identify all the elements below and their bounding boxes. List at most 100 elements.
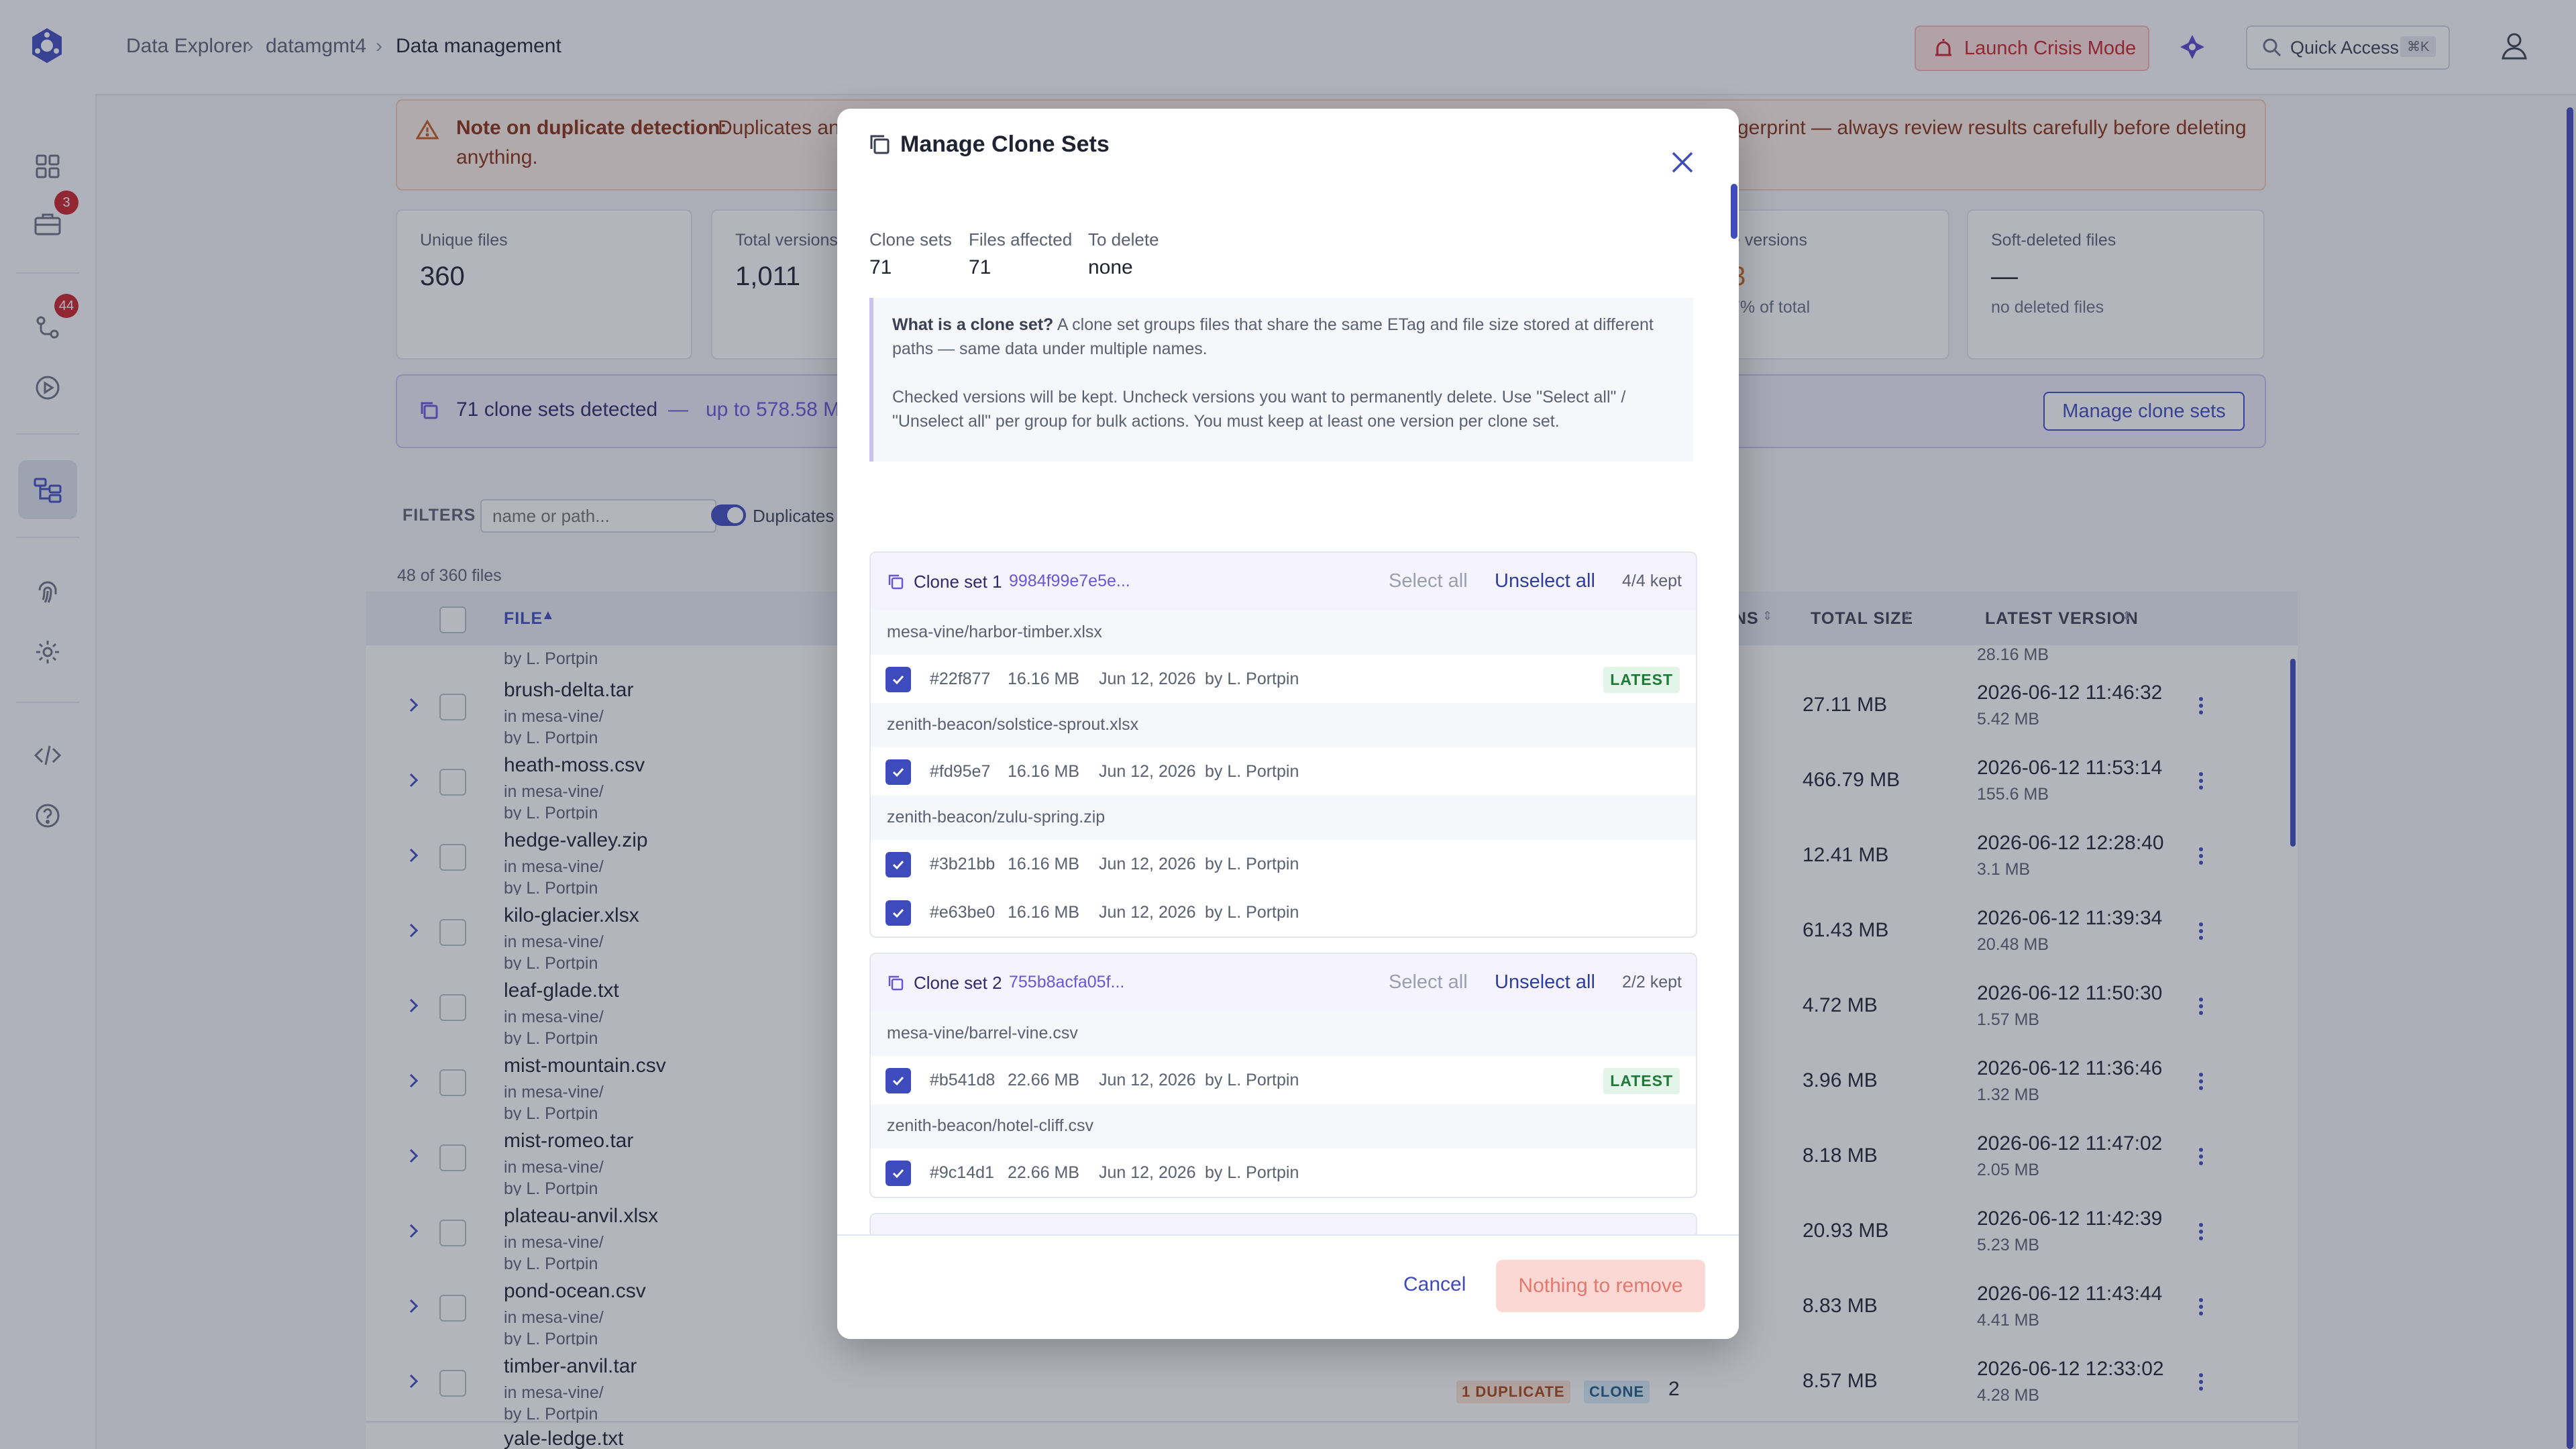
duplicates-toggle-label: Duplicates [753, 506, 835, 526]
table-scrollbar[interactable] [2290, 659, 2296, 847]
row-latest-date: 2026-06-12 11:43:44 [1977, 1283, 2163, 1305]
alarm-icon [1933, 39, 1953, 58]
app-logo-icon[interactable] [27, 25, 67, 66]
row-file-name[interactable]: mist-mountain.csv [504, 1055, 666, 1077]
expand-chevron-icon[interactable] [406, 996, 422, 1016]
table-row[interactable]: timber-anvil.tar in mesa-vine/by L. Portp… [366, 1346, 2298, 1424]
copy-icon [887, 974, 904, 991]
sidebar-item-data-management[interactable] [18, 460, 77, 519]
sidebar-item-settings[interactable] [18, 623, 77, 682]
keep-version-checkbox[interactable] [885, 1068, 911, 1093]
unselect-all-button[interactable]: Unselect all [1495, 971, 1595, 993]
row-file-name[interactable]: brush-delta.tar [504, 679, 634, 701]
sidebar-item-runs[interactable] [18, 358, 77, 417]
version-date: Jun 12, 2026 [1099, 1163, 1196, 1182]
row-file-name[interactable]: leaf-glade.txt [504, 979, 619, 1002]
expand-chevron-icon[interactable] [406, 1071, 422, 1091]
keep-version-checkbox[interactable] [885, 1161, 911, 1186]
expand-chevron-icon[interactable] [406, 1371, 422, 1391]
row-location: in mesa-vine/ [504, 1083, 604, 1102]
sidebar-item-dashboard[interactable] [18, 137, 77, 196]
clone-set-title: Clone set 2 [914, 973, 1002, 993]
row-latest-date: 2026-06-12 11:39:34 [1977, 907, 2163, 929]
more-options-icon[interactable] [2197, 844, 2205, 868]
quick-access-button[interactable]: Quick Access ⌘K [2246, 25, 2450, 70]
shortcut-hint: ⌘K [2400, 36, 2436, 57]
keep-version-checkbox[interactable] [885, 667, 911, 692]
row-location: in mesa-vine/ [504, 707, 604, 726]
row-checkbox[interactable] [439, 919, 466, 946]
row-file-name[interactable]: pond-ocean.csv [504, 1280, 646, 1302]
dialog-scrollbar[interactable] [1731, 184, 1737, 239]
row-file-name[interactable]: kilo-glacier.xlsx [504, 904, 639, 926]
row-checkbox[interactable] [439, 694, 466, 720]
launch-crisis-mode-button[interactable]: Launch Crisis Mode [1915, 25, 2149, 71]
keep-version-checkbox[interactable] [885, 900, 911, 926]
version-id: #b541d8 [930, 1071, 996, 1089]
expand-chevron-icon[interactable] [406, 1146, 422, 1166]
select-all-button[interactable]: Select all [1389, 971, 1468, 993]
unselect-all-button[interactable]: Unselect all [1495, 570, 1595, 592]
row-file-name[interactable]: timber-anvil.tar [504, 1355, 637, 1377]
column-latest-version[interactable]: LATEST VERSION [1985, 609, 2139, 628]
remove-button[interactable]: Nothing to remove [1496, 1260, 1705, 1312]
cancel-button[interactable]: Cancel [1403, 1273, 1466, 1295]
sidebar-item-workflows[interactable]: 44 [18, 294, 78, 357]
more-options-icon[interactable] [2197, 694, 2205, 718]
more-options-icon[interactable] [2197, 994, 2205, 1018]
row-checkbox[interactable] [439, 994, 466, 1021]
row-file-name[interactable]: hedge-valley.zip [504, 829, 648, 851]
row-file-name[interactable]: plateau-anvil.xlsx [504, 1205, 659, 1227]
page-scrollbar[interactable] [2567, 107, 2573, 1449]
help-icon [34, 802, 61, 829]
duplicates-toggle[interactable] [711, 504, 746, 526]
expand-chevron-icon[interactable] [406, 1221, 422, 1241]
expand-chevron-icon[interactable] [406, 845, 422, 865]
sidebar-item-jobs[interactable]: 3 [18, 191, 78, 254]
more-options-icon[interactable] [2197, 1370, 2205, 1394]
filter-search-input[interactable] [480, 499, 716, 533]
row-file-name[interactable]: heath-moss.csv [504, 754, 645, 776]
expand-chevron-icon[interactable] [406, 920, 422, 941]
topbar: Data Explorer › datamgmt4 › Data managem… [95, 0, 2576, 95]
row-checkbox[interactable] [439, 1220, 466, 1246]
row-version-size: 155.6 MB [1977, 785, 2049, 804]
more-options-icon[interactable] [2197, 919, 2205, 943]
sidebar-item-api[interactable] [18, 726, 77, 785]
more-options-icon[interactable] [2197, 1069, 2205, 1093]
row-by: by L. Portpin [504, 954, 598, 973]
column-total-size[interactable]: TOTAL SIZE [1811, 609, 1914, 628]
row-checkbox[interactable] [439, 844, 466, 871]
expand-chevron-icon[interactable] [406, 1296, 422, 1316]
row-checkbox[interactable] [439, 769, 466, 796]
row-checkbox[interactable] [439, 1295, 466, 1322]
stat-to-delete-value: none [1088, 256, 1133, 278]
column-file[interactable]: FILE [504, 609, 543, 628]
expand-chevron-icon[interactable] [406, 770, 422, 790]
select-all-button[interactable]: Select all [1389, 570, 1468, 592]
row-file-name[interactable]: mist-romeo.tar [504, 1130, 634, 1152]
manage-clone-sets-button[interactable]: Manage clone sets [2043, 392, 2245, 431]
keep-version-checkbox[interactable] [885, 759, 911, 785]
row-checkbox[interactable] [439, 1069, 466, 1096]
user-profile-icon[interactable] [2500, 31, 2529, 60]
assistant-icon[interactable] [2178, 32, 2207, 62]
close-icon[interactable] [1669, 149, 1696, 176]
row-checkbox[interactable] [439, 1144, 466, 1171]
row-checkbox[interactable] [439, 1370, 466, 1397]
search-icon [2262, 38, 2282, 58]
expand-chevron-icon[interactable] [406, 695, 422, 715]
more-options-icon[interactable] [2197, 1220, 2205, 1244]
version-id: #fd95e7 [930, 762, 991, 781]
select-all-checkbox[interactable] [439, 606, 466, 633]
clone-path: zenith-beacon/solstice-sprout.xlsx [887, 715, 1139, 734]
breadcrumb-datamgmt4[interactable]: datamgmt4 [266, 35, 367, 57]
sidebar-item-fingerprint[interactable] [18, 564, 77, 623]
more-options-icon[interactable] [2197, 1295, 2205, 1319]
more-options-icon[interactable] [2197, 769, 2205, 793]
keep-version-checkbox[interactable] [885, 852, 911, 877]
more-options-icon[interactable] [2197, 1144, 2205, 1169]
sidebar-item-help[interactable] [18, 786, 77, 845]
breadcrumb-data-explorer[interactable]: Data Explorer [126, 35, 250, 57]
row-version-size: 1.57 MB [1977, 1010, 2040, 1029]
